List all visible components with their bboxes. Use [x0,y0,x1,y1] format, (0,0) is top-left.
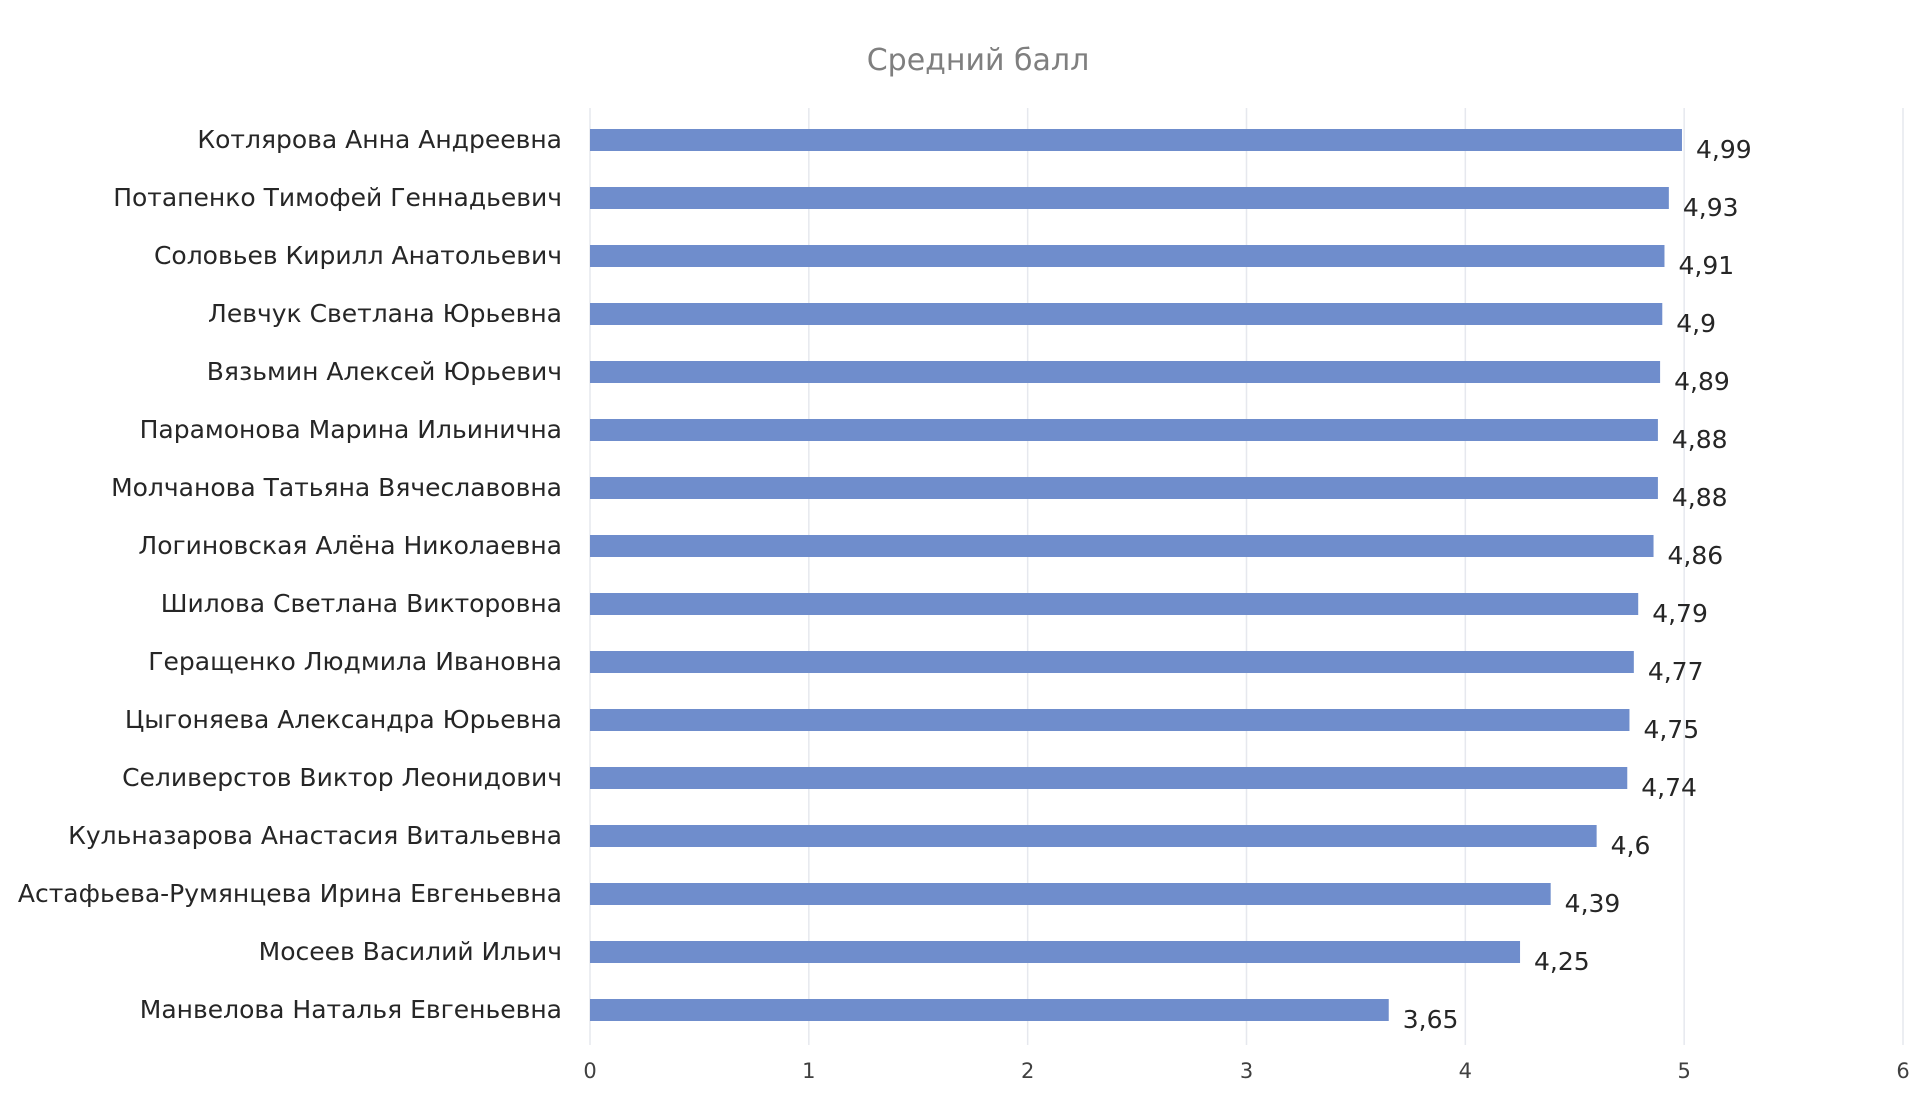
value-label: 4,9 [1676,309,1716,338]
category-label: Соловьев Кирилл Анатольевич [154,241,562,270]
bar [590,477,1658,499]
value-label: 4,77 [1648,657,1704,686]
x-tick-label: 0 [583,1059,596,1083]
value-label: 4,93 [1683,193,1739,222]
labels-layer: Котлярова Анна Андреевна 4,99 Потапенко Ти… [18,125,1752,1034]
bar [590,187,1669,209]
category-label: Левчук Светлана Юрьевна [208,299,562,328]
value-label: 4,88 [1672,483,1728,512]
bar [590,303,1663,325]
category-label: Цыгоняева Александра Юрьевна [125,705,562,734]
bar [590,419,1658,441]
category-label: Мосеев Василий Ильич [259,937,562,966]
bar [590,535,1654,557]
category-label: Геращенко Людмила Ивановна [148,647,562,676]
bar [590,651,1634,673]
bar [590,361,1661,383]
category-label: Кульназарова Анастасия Витальевна [68,821,562,850]
category-label: Парамонова Марина Ильинична [140,415,562,444]
x-tick-label: 2 [1021,1059,1034,1083]
bar [590,593,1639,615]
category-label: Потапенко Тимофей Геннадьевич [113,183,562,212]
value-label: 4,91 [1678,251,1734,280]
bar [590,709,1630,731]
value-label: 4,25 [1534,947,1590,976]
x-tick-label: 3 [1240,1059,1253,1083]
value-label: 4,39 [1565,889,1621,918]
ticks-layer: 0 1 2 3 4 5 6 [583,1059,1909,1083]
category-label: Астафьева-Румянцева Ирина Евгеньевна [18,879,562,908]
value-label: 4,6 [1611,831,1651,860]
bar [590,825,1597,847]
x-tick-label: 6 [1896,1059,1909,1083]
category-label: Вязьмин Алексей Юрьевич [207,357,562,386]
bar [590,129,1682,151]
category-label: Котлярова Анна Андреевна [197,125,562,154]
bar [590,767,1628,789]
value-label: 3,65 [1403,1005,1459,1034]
bar [590,941,1521,963]
x-tick-label: 4 [1459,1059,1472,1083]
category-label: Манвелова Наталья Евгеньевна [140,995,562,1024]
value-label: 4,86 [1668,541,1724,570]
x-tick-label: 1 [802,1059,815,1083]
category-label: Селиверстов Виктор Леонидович [122,763,562,792]
x-tick-label: 5 [1677,1059,1690,1083]
category-label: Логиновская Алёна Николаевна [138,531,562,560]
category-label: Молчанова Татьяна Вячеславовна [111,473,562,502]
category-label: Шилова Светлана Викторовна [161,589,562,618]
bar [590,883,1551,905]
value-label: 4,74 [1641,773,1697,802]
bars-layer [590,129,1682,1021]
value-label: 4,79 [1652,599,1708,628]
chart-title: Средний балл [867,43,1090,78]
value-label: 4,99 [1696,135,1752,164]
value-label: 4,88 [1672,425,1728,454]
value-label: 4,89 [1674,367,1730,396]
bar [590,999,1389,1021]
bar [590,245,1665,267]
value-label: 4,75 [1643,715,1699,744]
